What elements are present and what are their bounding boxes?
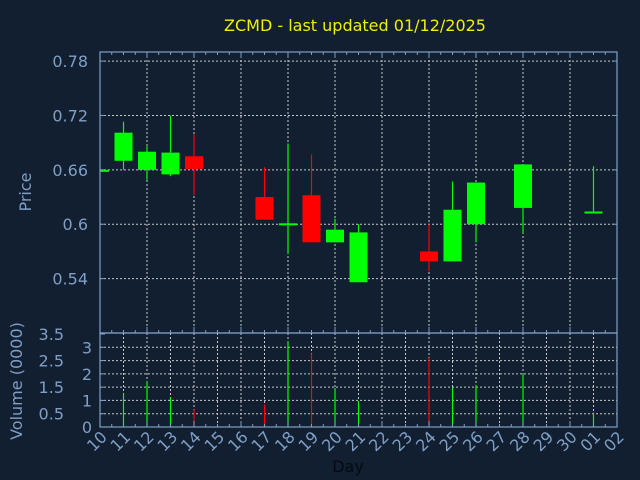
volume-tick-label: 3.5: [39, 325, 64, 344]
x-axis-label: Day: [332, 457, 364, 476]
volume-tick-label: 0.5: [39, 405, 64, 424]
price-axis-label: Price: [16, 172, 35, 211]
candle-body: [279, 223, 297, 226]
volume-tick-label: 1.5: [39, 378, 64, 397]
candle-body: [114, 132, 133, 161]
chart-title: ZCMD - last updated 01/12/2025: [224, 16, 486, 35]
candle-body: [420, 251, 438, 262]
volume-tick-label: 0: [82, 418, 92, 437]
x-tick-label: 02: [600, 427, 628, 455]
volume-tick-label: 1: [82, 391, 92, 410]
candle-body: [100, 169, 109, 172]
candle-body: [161, 152, 180, 175]
candle-body: [255, 197, 274, 220]
axes: 0.540.60.660.720.7800.511.522.533.510111…: [39, 51, 628, 455]
price-tick-label: 0.72: [52, 106, 88, 125]
price-tick-label: 0.66: [52, 161, 88, 180]
volume-axis-label: Volume (0000): [7, 322, 26, 440]
candles: [100, 115, 603, 283]
candle-body: [349, 232, 368, 283]
candle-body: [584, 211, 603, 214]
candle-body: [443, 209, 462, 262]
candle-body: [185, 156, 203, 169]
candle-body: [138, 151, 156, 170]
candle-body: [467, 182, 485, 225]
price-tick-label: 0.54: [52, 270, 88, 289]
volume-tick-label: 2.5: [39, 352, 64, 371]
volume-tick-label: 2: [82, 365, 92, 384]
candle-body: [302, 195, 321, 243]
volume-tick-label: 3: [82, 338, 92, 357]
price-plot-frame: [99, 51, 618, 334]
candle-body: [514, 164, 532, 208]
marks: [100, 115, 603, 427]
price-tick-label: 0.78: [52, 52, 88, 71]
candle-body: [326, 229, 344, 243]
price-tick-label: 0.6: [63, 215, 88, 234]
